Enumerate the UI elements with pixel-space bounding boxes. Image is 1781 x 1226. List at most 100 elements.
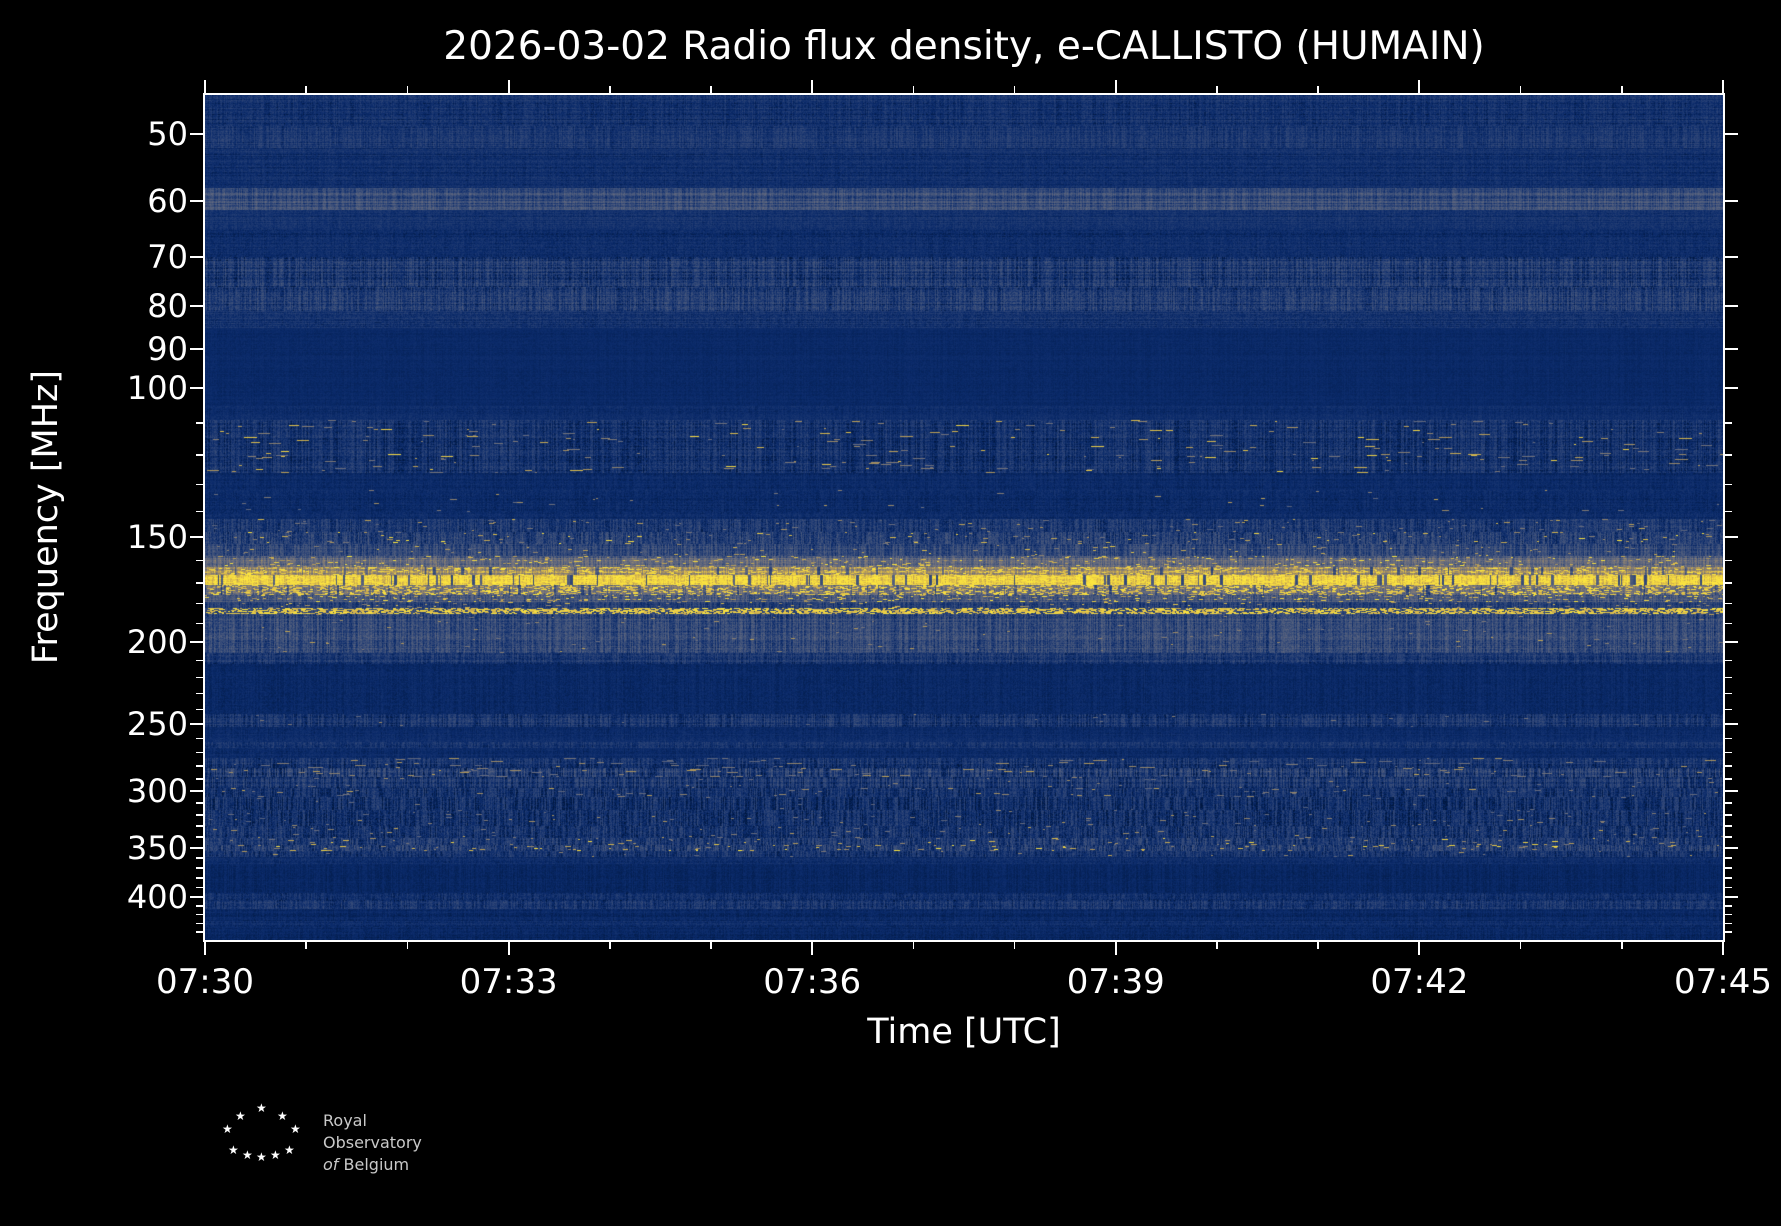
- y-minor-tick: [1725, 602, 1732, 605]
- y-minor-tick: [196, 778, 203, 780]
- spectrogram-canvas: [205, 95, 1723, 940]
- y-minor-tick: [196, 622, 203, 625]
- x-minor-tick: [1216, 942, 1218, 949]
- x-minor-tick: [912, 942, 915, 949]
- y-major-tick: [1725, 199, 1738, 202]
- y-minor-tick: [1725, 422, 1732, 424]
- star-icon: ★: [290, 1122, 301, 1136]
- y-major-tick: [1725, 256, 1738, 259]
- y-minor-tick: [196, 867, 203, 869]
- y-minor-tick: [196, 877, 203, 879]
- y-major-tick: [190, 723, 203, 726]
- y-major-tick: [1725, 641, 1738, 644]
- y-major-tick: [1725, 132, 1738, 135]
- x-tick-label: 07:30: [156, 962, 254, 1002]
- x-minor-tick: [1519, 942, 1522, 949]
- y-tick-label: 60: [147, 181, 188, 220]
- y-major-tick: [190, 387, 203, 390]
- y-minor-tick: [196, 802, 203, 804]
- y-minor-tick: [1725, 778, 1732, 780]
- y-minor-tick: [196, 659, 203, 662]
- x-minor-tick: [1519, 86, 1522, 93]
- y-tick-label: 90: [147, 330, 188, 369]
- y-minor-tick: [196, 857, 203, 859]
- y-major-tick: [1725, 790, 1738, 793]
- x-minor-tick: [1317, 942, 1319, 949]
- star-icon: ★: [228, 1143, 239, 1157]
- x-minor-tick: [305, 942, 307, 949]
- x-minor-tick: [609, 86, 611, 93]
- x-major-tick: [1722, 80, 1724, 93]
- y-minor-tick: [196, 483, 203, 486]
- y-tick-label: 400: [126, 877, 188, 916]
- y-axis-label: Frequency [MHz]: [26, 369, 66, 665]
- x-minor-tick: [406, 86, 409, 93]
- x-major-tick: [204, 80, 206, 93]
- y-major-tick: [190, 895, 203, 898]
- y-minor-tick: [1725, 559, 1732, 562]
- y-minor-tick: [196, 676, 203, 679]
- y-tick-label: 80: [147, 287, 188, 326]
- y-minor-tick: [1725, 582, 1732, 584]
- y-minor-tick: [196, 922, 203, 925]
- x-tick-label: 07:33: [459, 962, 558, 1002]
- y-major-tick: [190, 199, 203, 202]
- y-minor-tick: [1725, 825, 1732, 827]
- y-major-tick: [190, 305, 203, 308]
- y-minor-tick: [1725, 922, 1732, 925]
- y-major-tick: [1725, 846, 1738, 849]
- y-minor-tick: [196, 765, 203, 767]
- y-minor-tick: [1725, 886, 1732, 889]
- y-tick-label: 50: [147, 114, 188, 153]
- y-minor-tick: [196, 751, 203, 754]
- y-minor-tick: [196, 931, 203, 933]
- x-minor-tick: [1013, 942, 1016, 949]
- y-minor-tick: [1725, 814, 1732, 816]
- x-major-tick: [507, 942, 510, 955]
- y-minor-tick: [196, 886, 203, 889]
- x-minor-tick: [1317, 86, 1319, 93]
- x-minor-tick: [406, 942, 409, 949]
- x-tick-label: 07:39: [1066, 962, 1165, 1002]
- y-minor-tick: [1725, 877, 1732, 879]
- y-minor-tick: [1725, 905, 1732, 907]
- y-minor-tick: [1725, 802, 1732, 804]
- y-minor-tick: [1725, 708, 1732, 711]
- star-icon: ★: [270, 1148, 281, 1162]
- x-minor-tick: [1621, 86, 1623, 93]
- y-major-tick: [1725, 387, 1738, 390]
- y-major-tick: [190, 641, 203, 644]
- y-minor-tick: [1725, 659, 1732, 662]
- y-major-tick: [1725, 895, 1738, 898]
- y-minor-tick: [196, 454, 203, 456]
- y-minor-tick: [1725, 867, 1732, 869]
- y-minor-tick: [196, 913, 203, 916]
- y-tick-label: 350: [126, 828, 188, 867]
- x-minor-tick: [710, 86, 712, 93]
- x-major-tick: [1722, 942, 1724, 955]
- y-minor-tick: [196, 708, 203, 711]
- y-major-tick: [190, 535, 203, 538]
- y-tick-label: 250: [126, 705, 188, 744]
- x-major-tick: [811, 942, 814, 955]
- x-major-tick: [204, 942, 206, 955]
- y-minor-tick: [196, 422, 203, 424]
- y-major-tick: [1725, 348, 1738, 351]
- x-tick-label: 07:36: [763, 962, 862, 1002]
- y-minor-tick: [1725, 454, 1732, 456]
- y-minor-tick: [196, 582, 203, 584]
- x-minor-tick: [710, 942, 712, 949]
- star-icon: ★: [235, 1109, 246, 1123]
- y-major-tick: [1725, 535, 1738, 538]
- rob-logo-line1: Royal Observatory: [323, 1111, 422, 1152]
- y-minor-tick: [1725, 765, 1732, 767]
- star-icon: ★: [277, 1109, 288, 1123]
- star-icon: ★: [242, 1148, 253, 1162]
- y-minor-tick: [196, 510, 203, 513]
- y-minor-tick: [1725, 857, 1732, 859]
- star-icon: ★: [256, 1150, 267, 1164]
- y-minor-tick: [196, 905, 203, 907]
- x-major-tick: [1114, 80, 1117, 93]
- y-major-tick: [190, 846, 203, 849]
- y-major-tick: [190, 348, 203, 351]
